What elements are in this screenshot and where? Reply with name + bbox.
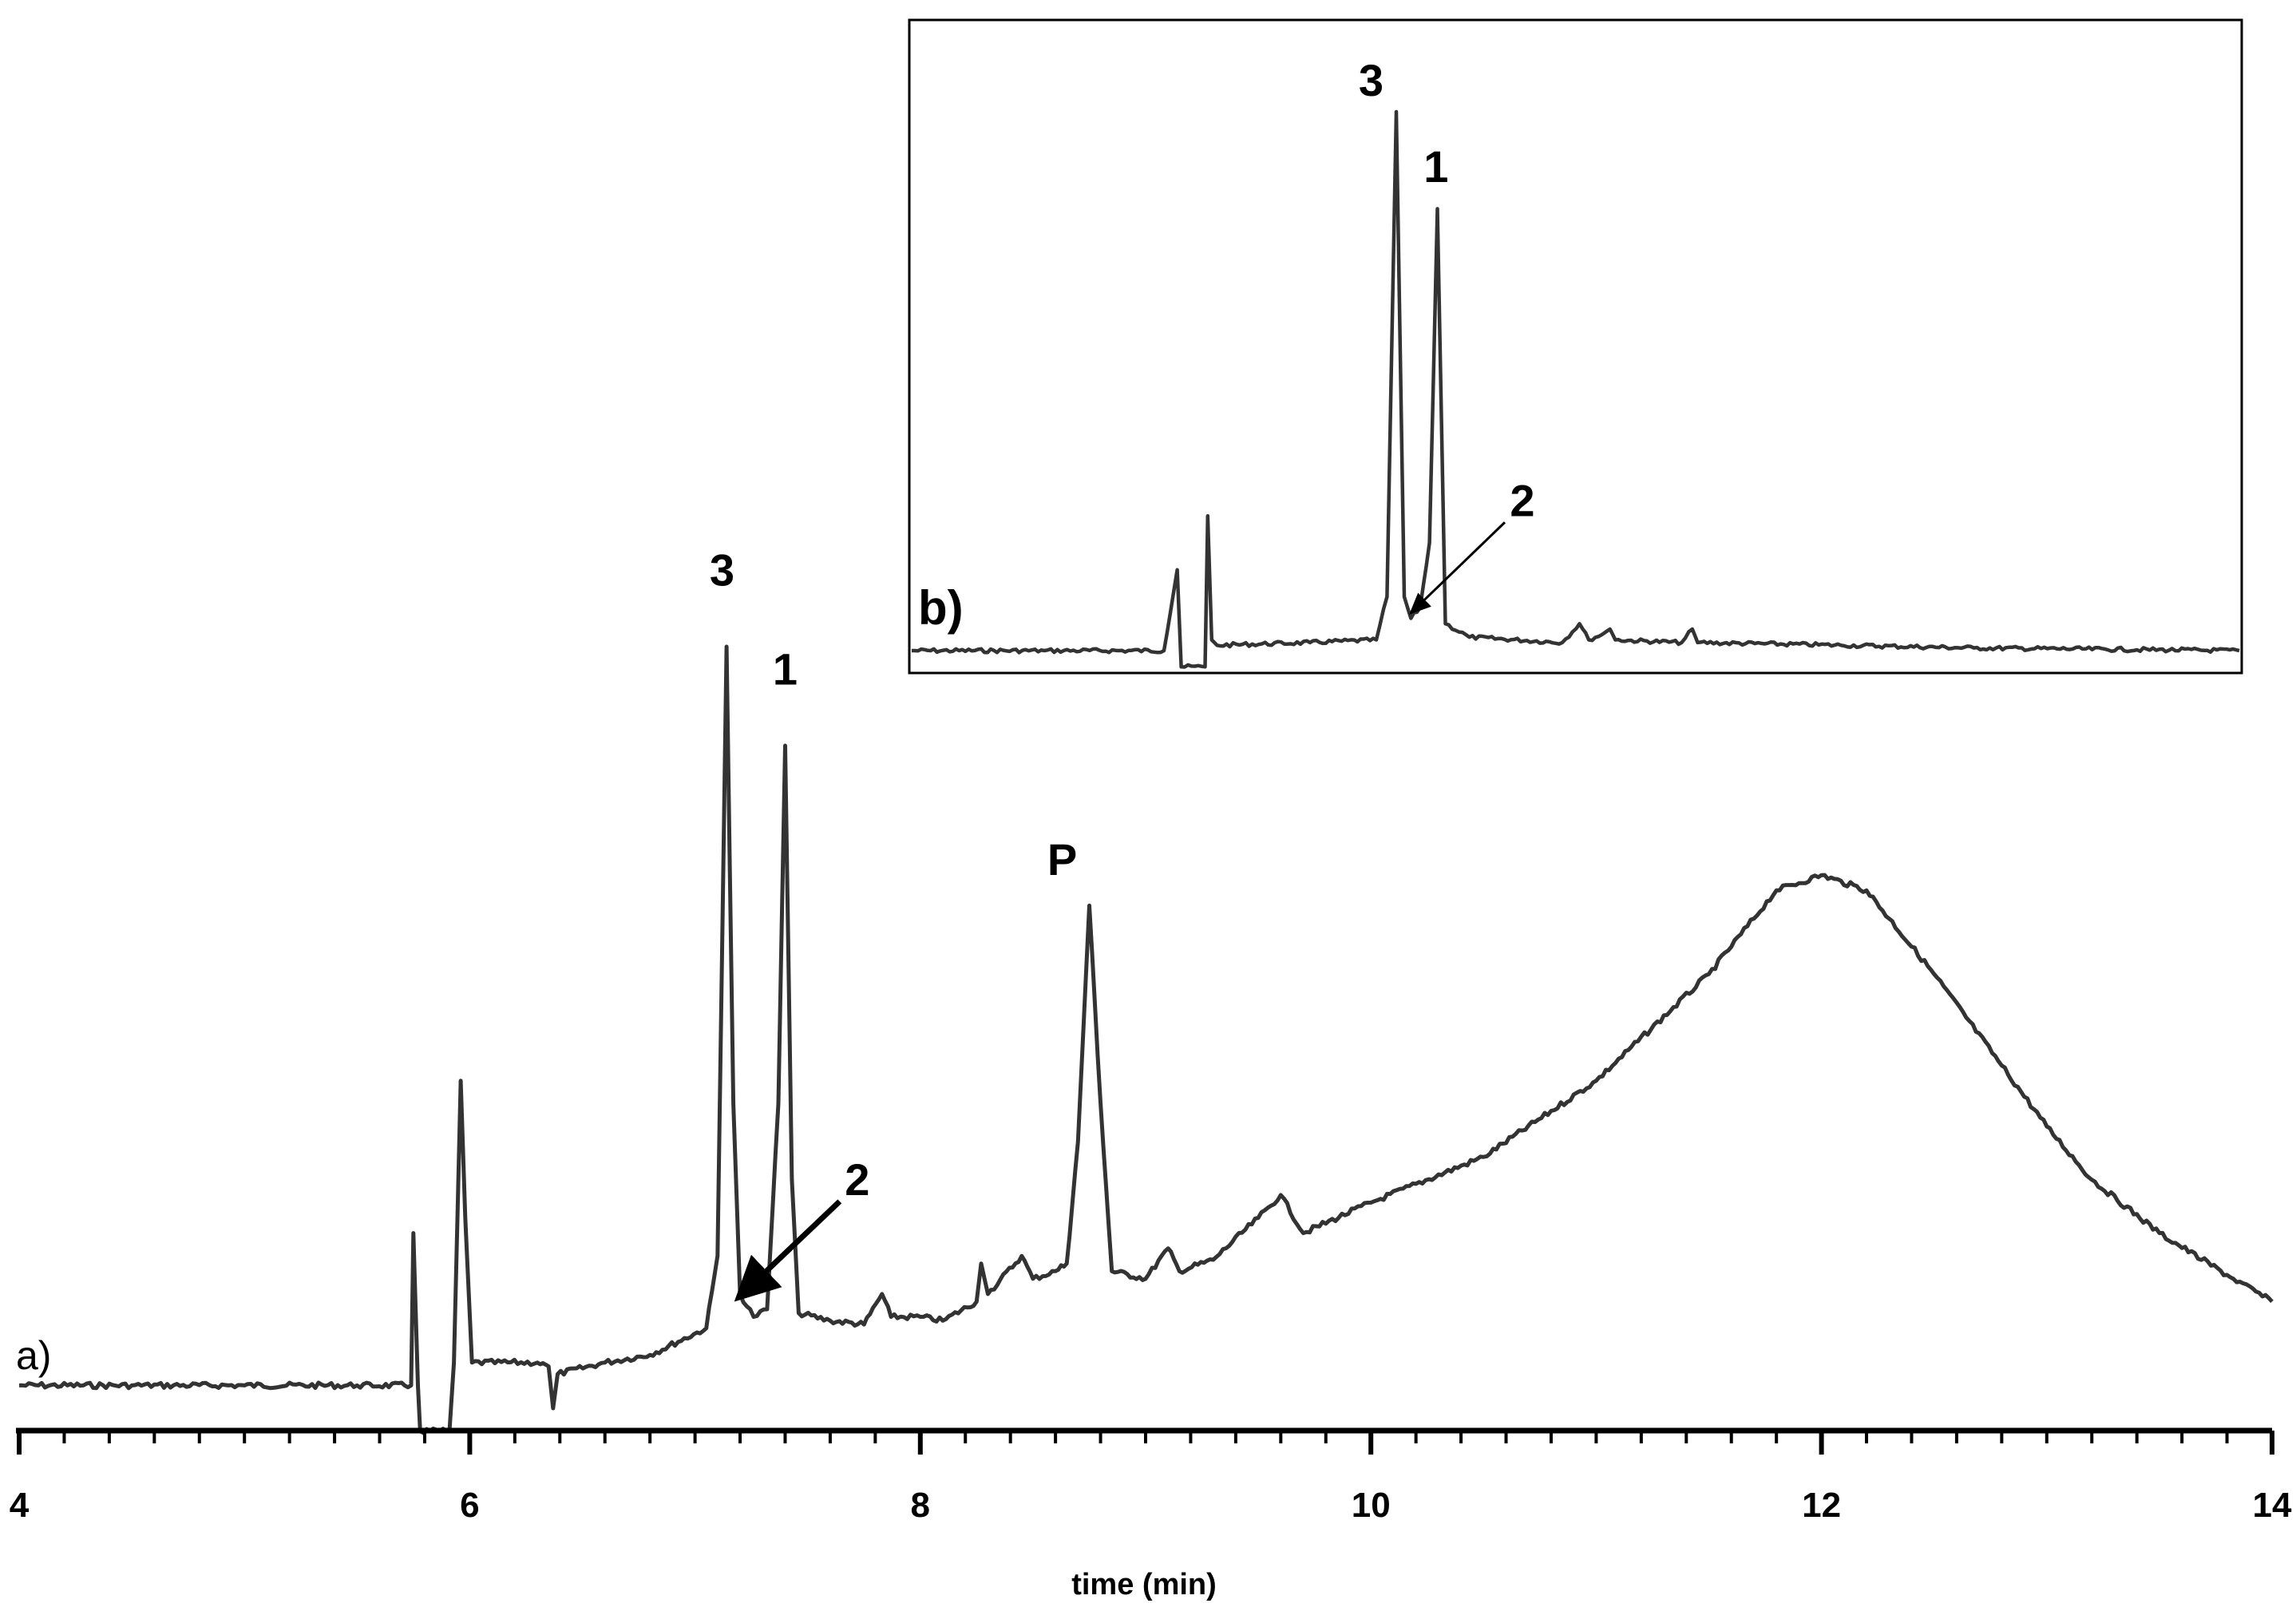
x-axis-label: time (min) xyxy=(1071,1568,1217,1601)
a-peak-label-2: 2 xyxy=(845,1154,869,1205)
b-peak-label-3: 3 xyxy=(1359,55,1384,105)
x-tick-label: 4 xyxy=(10,1486,30,1525)
x-tick-label: 14 xyxy=(2253,1486,2292,1525)
a-peak-label-P: P xyxy=(1047,834,1077,885)
inset-frame xyxy=(908,18,2243,675)
panel-b-label: b) xyxy=(918,581,964,635)
a-peak-label-1: 1 xyxy=(773,644,798,695)
a-peak-arrow-2 xyxy=(734,1199,842,1302)
panel-a-trace xyxy=(18,644,2274,1435)
x-tick-label: 10 xyxy=(1352,1486,1391,1525)
x-axis-ticks: 4 6 8 10 12 14 xyxy=(10,1431,2292,1525)
x-tick-label: 12 xyxy=(1802,1486,1841,1525)
panel-b-trace xyxy=(912,109,2240,669)
x-tick-label: 8 xyxy=(911,1486,930,1525)
panel-b-annotations: 31 2 xyxy=(1359,55,1535,615)
x-tick-label: 6 xyxy=(460,1486,479,1525)
b-peak-label-1: 1 xyxy=(1423,141,1448,192)
panel-a-chart: a) 4 6 8 10 12 14 time (min) 31 P 2 xyxy=(10,545,2292,1601)
panel-b-inset: b) 31 2 xyxy=(908,18,2243,675)
b-peak-label-2: 2 xyxy=(1510,475,1534,525)
b-peak-arrow-2 xyxy=(1409,521,1506,615)
a-peak-label-3: 3 xyxy=(710,545,734,596)
panel-a-label: a) xyxy=(16,1333,51,1378)
panel-a-annotations: 31 P 2 xyxy=(710,545,1077,1302)
